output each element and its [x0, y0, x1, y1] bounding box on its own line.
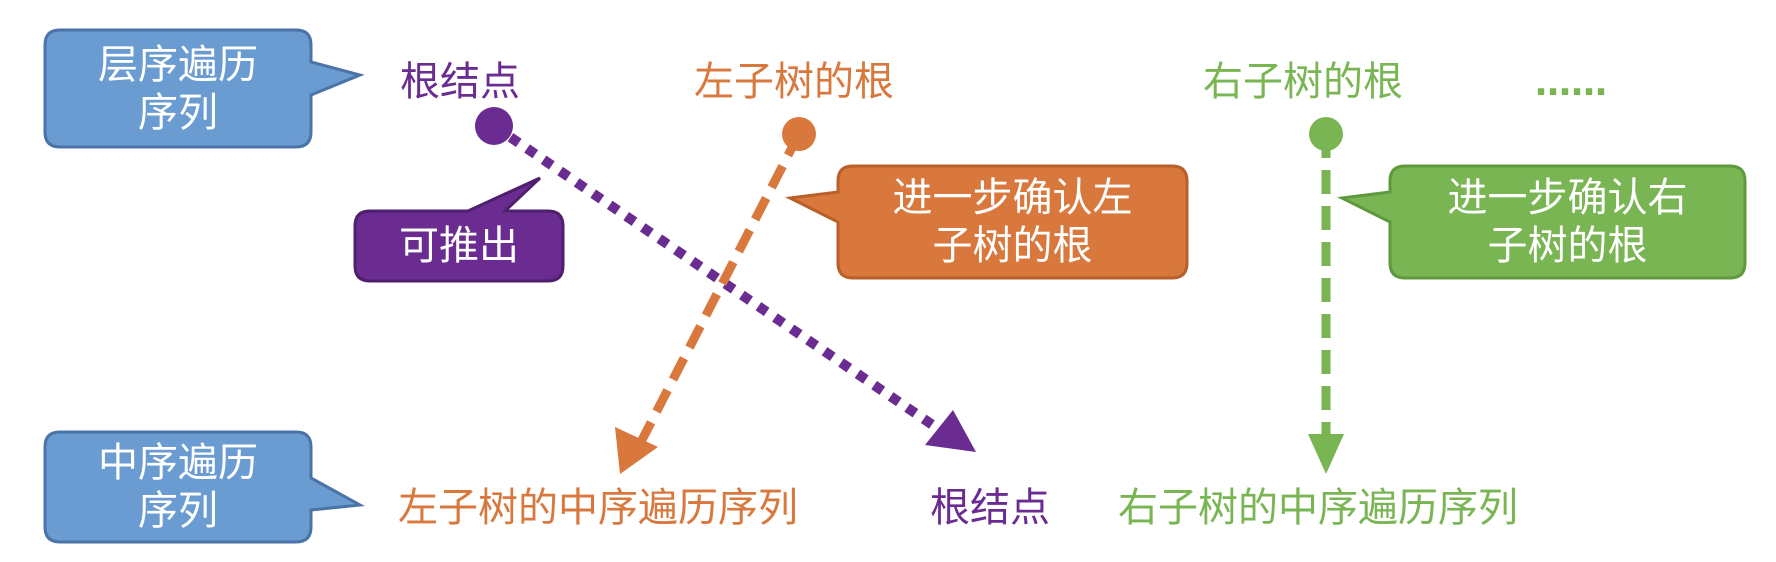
bottom-root-label: 根结点 [930, 485, 1050, 531]
confirm-right-callout-text: 进一步确认右 子树的根 [1447, 175, 1688, 269]
level-order-callout-text: 层序遍历 序列 [98, 41, 258, 136]
in-order-callout-shape [43, 430, 365, 544]
top-ellipsis: …… [1535, 63, 1607, 104]
confirm-left-callout-text: 进一步确认左 子树的根 [892, 175, 1133, 269]
top-left-root-label: 左子树的根 [694, 59, 894, 105]
root-node-dot [475, 107, 513, 145]
in-order-callout-text: 中序遍历 序列 [98, 440, 258, 534]
right-root-node-dot [1309, 117, 1343, 151]
top-right-root-label: 右子树的根 [1203, 59, 1403, 105]
confirm-right-callout-shape [1336, 164, 1747, 280]
left-root-arrowhead [615, 427, 658, 474]
level-order-callout-shape [43, 28, 365, 149]
can-derive-callout-text: 可推出 [399, 223, 519, 269]
root-derive-arrowhead [925, 410, 976, 452]
top-root-label: 根结点 [400, 59, 520, 105]
bottom-right-inorder-label: 右子树的中序遍历序列 [1118, 485, 1518, 531]
can-derive-callout-shape [353, 176, 565, 283]
left-root-arrow [637, 131, 804, 443]
left-root-node-dot [782, 117, 816, 151]
right-root-arrowhead [1308, 434, 1344, 474]
bottom-left-inorder-label: 左子树的中序遍历序列 [398, 485, 798, 531]
confirm-left-callout-shape [784, 164, 1189, 280]
root-derive-arrow [491, 121, 943, 435]
